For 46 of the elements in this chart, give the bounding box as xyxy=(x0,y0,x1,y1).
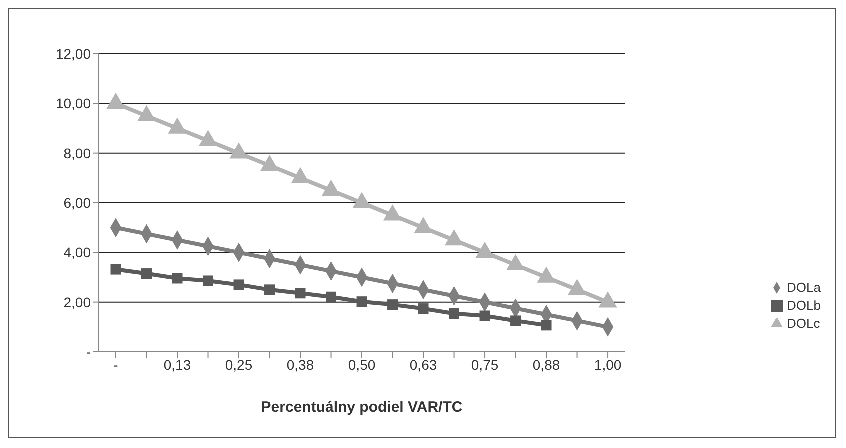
x-axis-title: Percentuálny podiel VAR/TC xyxy=(261,399,463,416)
point xyxy=(264,284,276,296)
point xyxy=(510,316,522,326)
point xyxy=(383,204,402,221)
point xyxy=(352,192,372,208)
legend-label: DOLc xyxy=(787,316,820,331)
x-tick-label: - xyxy=(114,356,119,373)
point xyxy=(142,268,152,280)
y-tick-label: 8,00 xyxy=(64,145,92,162)
point xyxy=(480,310,490,322)
point xyxy=(449,308,460,319)
point xyxy=(234,280,244,290)
point xyxy=(110,264,122,275)
point xyxy=(106,92,126,110)
point xyxy=(414,217,433,234)
point xyxy=(230,142,248,159)
point xyxy=(172,273,183,284)
point xyxy=(295,288,306,299)
point xyxy=(203,276,214,286)
x-tick-label: 0,25 xyxy=(225,356,253,373)
point xyxy=(322,180,341,196)
point xyxy=(198,130,218,146)
x-tick-label: 0,75 xyxy=(471,356,499,373)
legend-label: DOLa xyxy=(787,280,821,295)
y-tick-label: 2,00 xyxy=(64,294,92,310)
point xyxy=(356,296,368,308)
x-tick-label: 0,50 xyxy=(348,356,376,373)
y-tick-label: 10,00 xyxy=(56,96,92,112)
point xyxy=(137,105,156,122)
y-tick-label: 12,00 xyxy=(56,46,92,62)
point xyxy=(418,304,429,314)
y-tick-label: - xyxy=(86,344,92,360)
y-tick-label: 4,00 xyxy=(64,244,92,261)
x-tick-label: 0,13 xyxy=(164,356,192,373)
legend-label: DOLb xyxy=(787,298,821,313)
x-tick-label: 1,00 xyxy=(594,356,622,373)
point xyxy=(541,320,552,331)
point xyxy=(168,118,187,134)
point xyxy=(326,292,337,302)
point xyxy=(388,300,398,310)
point xyxy=(260,155,280,172)
x-tick-label: 0,38 xyxy=(286,356,314,373)
x-tick-label: 0,63 xyxy=(410,356,438,373)
point xyxy=(291,167,310,184)
y-tick-label: 6,00 xyxy=(64,194,92,211)
x-tick-label: 0,88 xyxy=(532,356,560,373)
